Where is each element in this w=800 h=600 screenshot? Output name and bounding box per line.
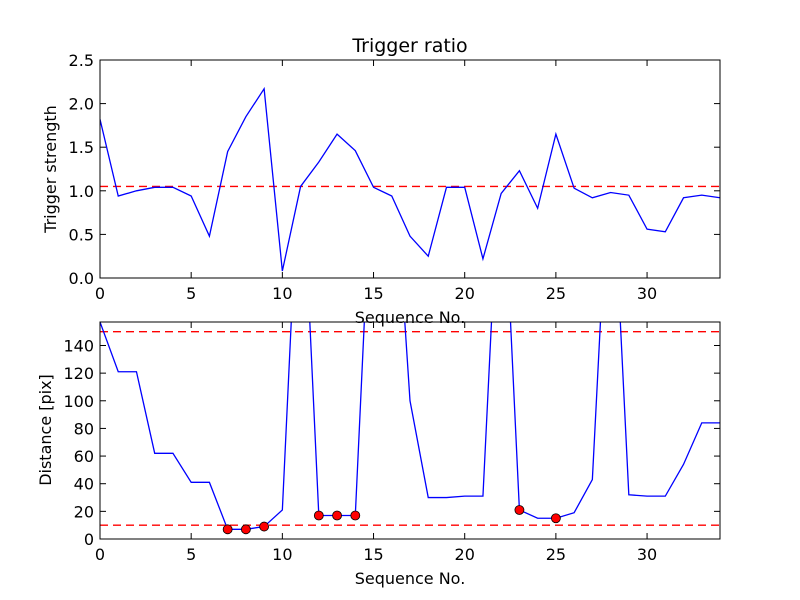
x-axis-label: Sequence No. — [355, 569, 466, 588]
x-tick-label: 20 — [455, 284, 475, 303]
distance-panel: 0 5 10 15 20 25 30 0 20 40 60 80 100 120 140 Sequence … — [36, 321, 721, 588]
data-point — [313, 510, 324, 521]
y-tick-label: 2.0 — [69, 95, 94, 114]
series-line — [100, 322, 720, 530]
data-point — [350, 510, 361, 521]
x-tick-label: 25 — [546, 284, 566, 303]
y-tick-label: 60 — [74, 447, 94, 466]
x-tick-label: 0 — [95, 545, 105, 564]
x-tick-label: 15 — [363, 545, 383, 564]
data-point — [259, 521, 270, 532]
y-tick-label: 120 — [63, 364, 94, 383]
y-axis-label: Distance [pix] — [36, 374, 55, 486]
axis-ticks: 0 5 10 15 20 25 30 0 20 40 60 80 100 120 140 — [63, 322, 720, 564]
y-tick-label: 80 — [74, 419, 94, 438]
x-tick-label: 5 — [186, 284, 196, 303]
x-tick-label: 10 — [272, 545, 292, 564]
data-point — [240, 524, 251, 535]
x-tick-label: 30 — [637, 545, 657, 564]
y-tick-label: 1.0 — [69, 182, 94, 201]
y-tick-label: 2.5 — [69, 51, 94, 70]
y-tick-label: 100 — [63, 392, 94, 411]
axis-ticks: 0 5 10 15 20 25 30 0.0 0.5 1.0 1.5 2.0 2.5 — [69, 51, 720, 303]
x-tick-label: 20 — [455, 545, 475, 564]
trigger-ratio-panel: Trigger ratio 0 5 10 15 20 25 30 0.0 0.5 1.0 1.5 2.… — [41, 35, 721, 327]
x-tick-label: 15 — [363, 284, 383, 303]
x-tick-label: 0 — [95, 284, 105, 303]
plot-frame — [99, 321, 721, 540]
data-point — [332, 510, 342, 521]
reference-lines — [100, 331, 720, 526]
plot-frame — [99, 59, 721, 279]
y-axis-label: Trigger strength — [41, 105, 60, 234]
y-tick-label: 140 — [63, 336, 94, 355]
x-tick-label: 10 — [272, 284, 292, 303]
y-tick-label: 20 — [74, 502, 94, 521]
y-tick-label: 40 — [74, 475, 94, 494]
data-point — [550, 513, 561, 524]
data-series — [100, 322, 720, 530]
data-point — [222, 524, 233, 535]
x-axis-label: Sequence No. — [355, 308, 466, 327]
y-tick-label: 0 — [84, 530, 94, 549]
series-line — [100, 86, 720, 272]
x-tick-label: 5 — [186, 545, 196, 564]
x-tick-label: 25 — [546, 545, 566, 564]
y-tick-label: 1.5 — [69, 138, 94, 157]
data-series — [100, 86, 720, 272]
chart-title: Trigger ratio — [351, 35, 467, 57]
highlight-points — [222, 505, 561, 535]
x-tick-label: 30 — [637, 284, 657, 303]
y-tick-label: 0.5 — [69, 225, 94, 244]
y-tick-label: 0.0 — [69, 269, 94, 288]
data-point — [514, 505, 525, 515]
